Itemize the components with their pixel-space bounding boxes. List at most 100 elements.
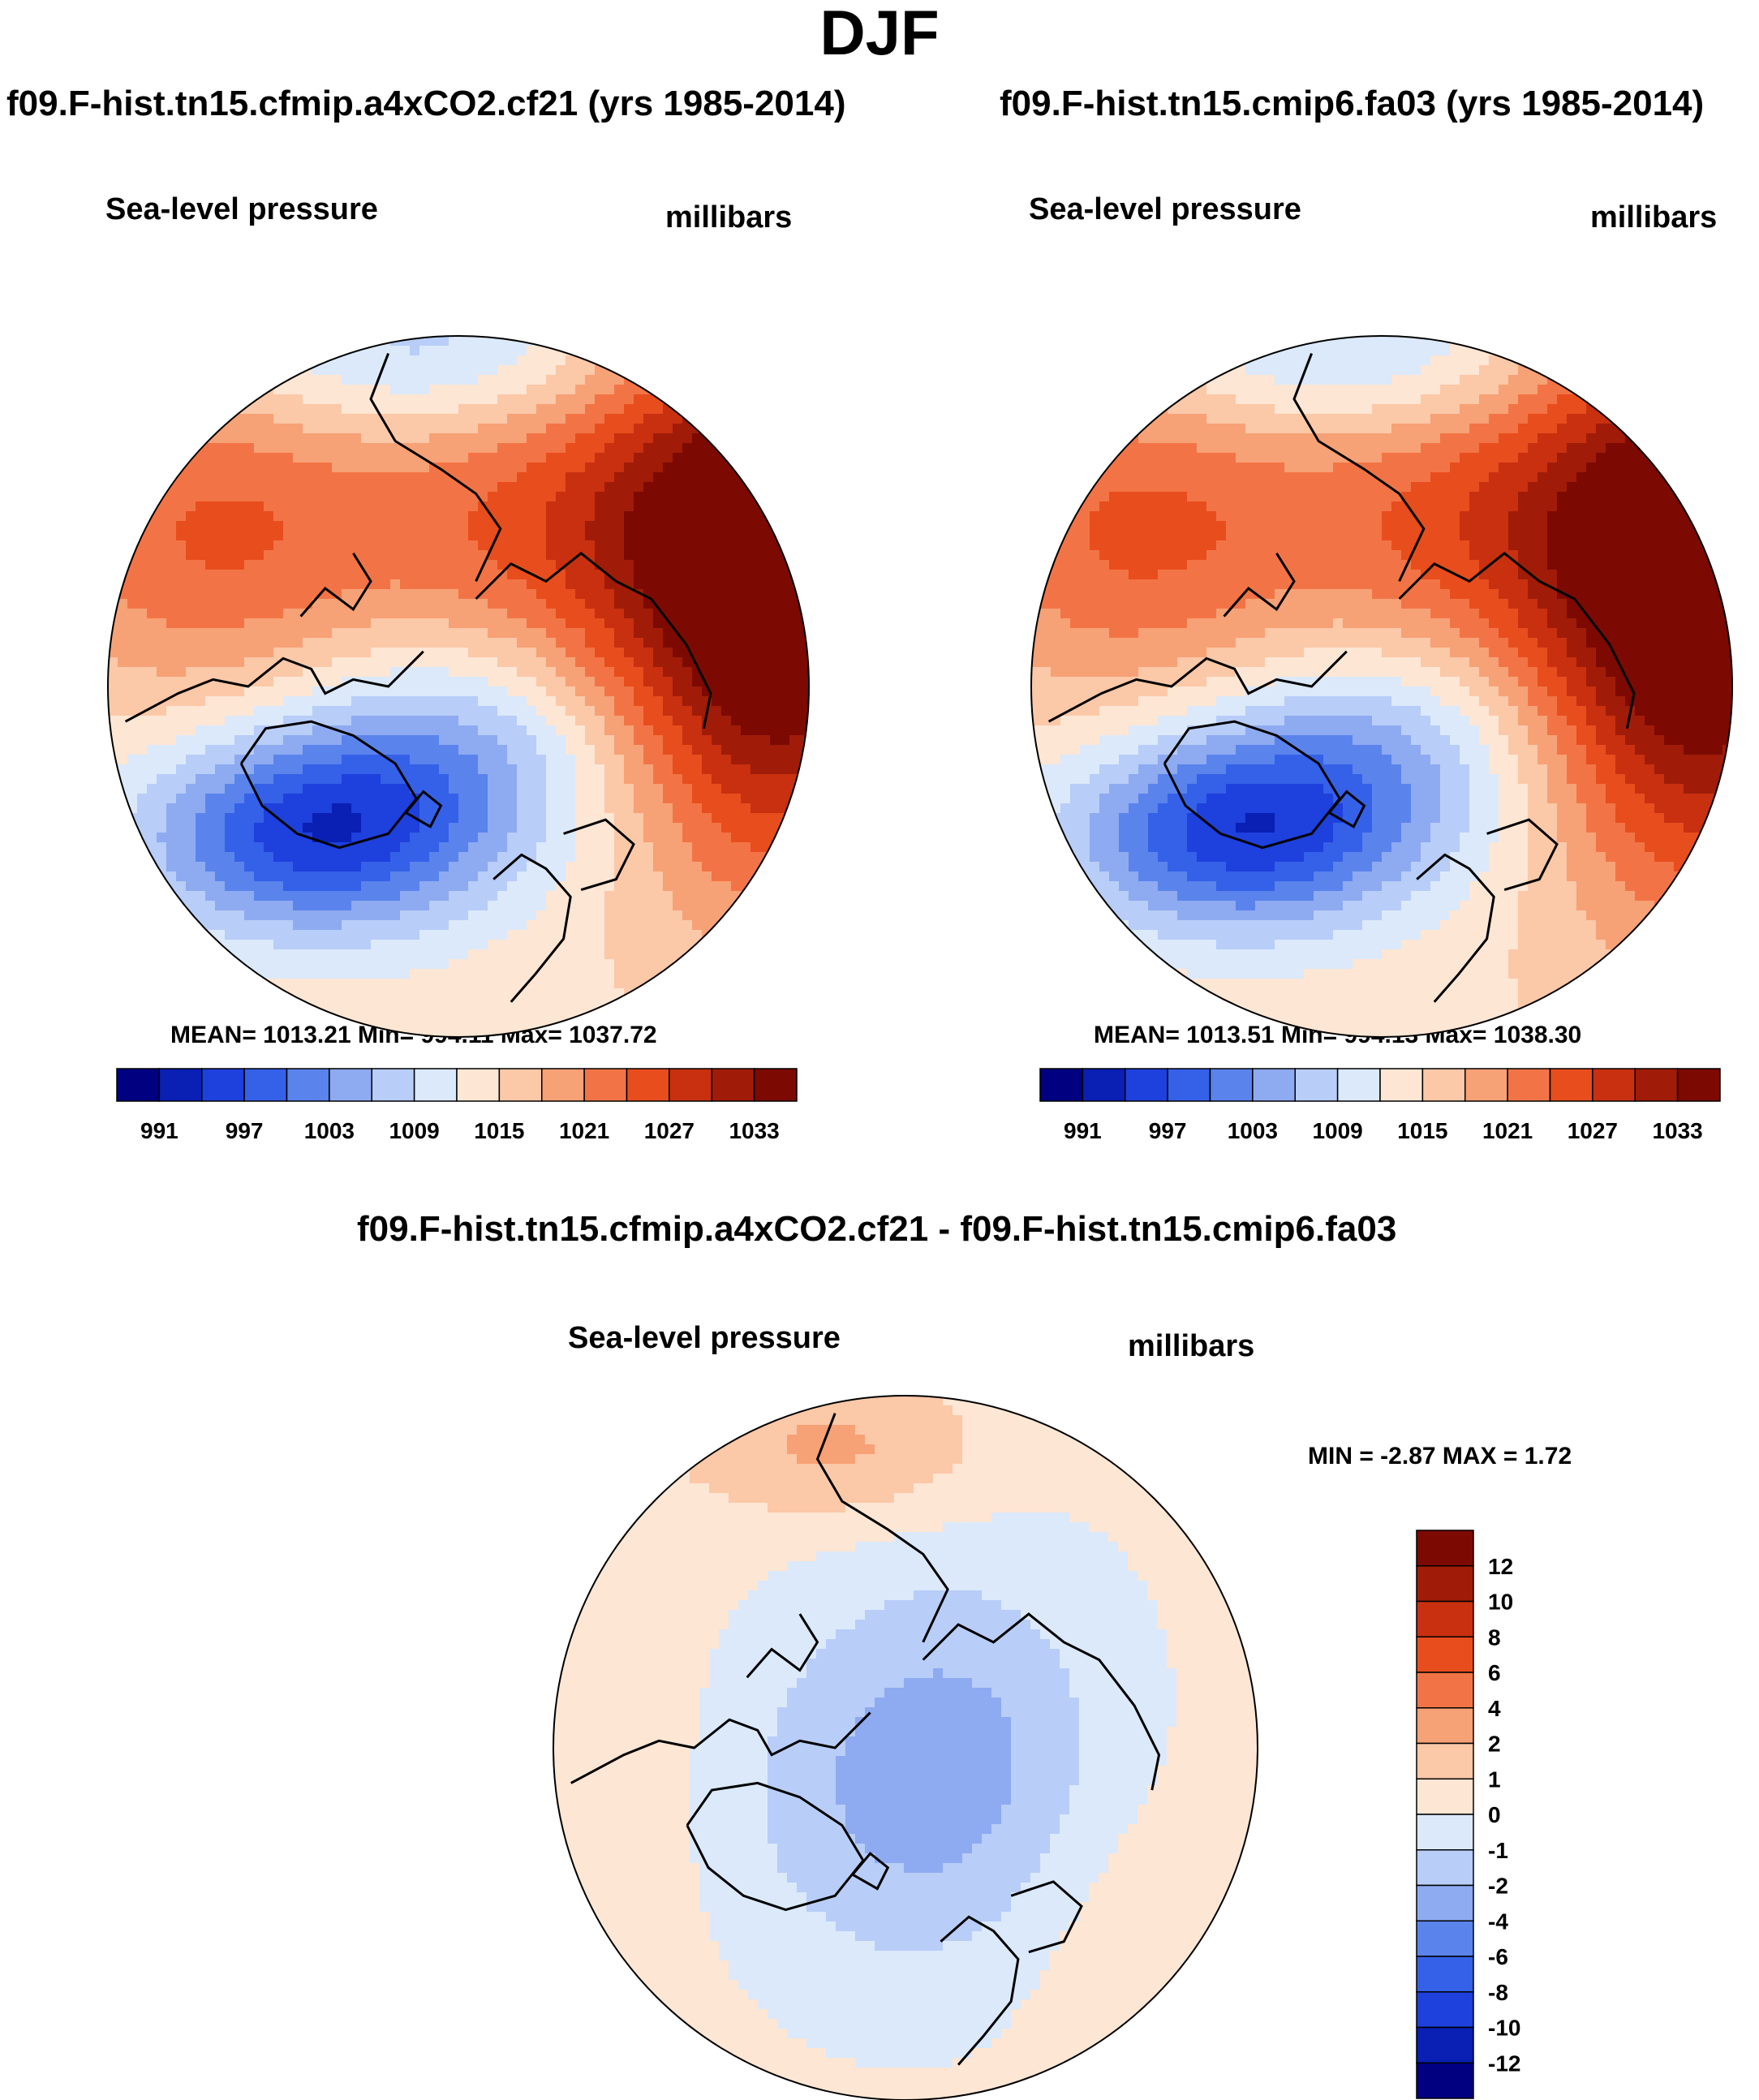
colorbar-box: [1676, 1068, 1721, 1102]
coastline: [1486, 818, 1559, 892]
colorbar-tick-label: -12: [1488, 2051, 1520, 2076]
panel-2-units: millibars: [1590, 200, 1718, 235]
colorbar-tick-label: 997: [226, 1118, 264, 1143]
coastline: [1047, 650, 1348, 723]
colorbar-tick-label: 1003: [1228, 1118, 1278, 1143]
colorbar-tick-label: 1021: [559, 1118, 609, 1143]
colorbar-box: [1379, 1068, 1424, 1102]
coastline: [1398, 551, 1636, 729]
colorbar-box: [1464, 1068, 1508, 1102]
coastline: [563, 818, 635, 892]
colorbar-tick-label: 1009: [389, 1118, 439, 1143]
colorbar-box: [1125, 1068, 1168, 1102]
colorbar-box: [158, 1068, 203, 1102]
panel-3-variable: Sea-level pressure: [568, 1321, 841, 1355]
colorbar-tick-label: 1003: [304, 1118, 355, 1143]
colorbar-tick-label: -4: [1488, 1909, 1508, 1934]
map-panel-1: [107, 335, 810, 1038]
coastline: [475, 551, 712, 729]
panel-3-title: f09.F-hist.tn15.cfmip.a4xCO2.cf21 - f09.…: [357, 1209, 1397, 1249]
colorbar-box: [1416, 2062, 1474, 2099]
coastline: [940, 1915, 1020, 2066]
panel-3-units: millibars: [1128, 1329, 1255, 1363]
colorbar-box: [669, 1068, 712, 1102]
coastline: [570, 1711, 871, 1784]
map-contour-fill: [553, 1396, 1258, 2100]
colorbar-box: [1167, 1068, 1211, 1102]
colorbar-box: [1294, 1068, 1339, 1102]
colorbar-box: [1416, 1600, 1474, 1637]
colorbar-box: [1416, 1530, 1474, 1567]
colorbar-2: 991 997 1003 1009 1015 1021 1027 1033: [1039, 1068, 1721, 1143]
colorbar-box: [243, 1068, 288, 1102]
coastline: [1328, 790, 1366, 828]
colorbar-box: [711, 1068, 755, 1102]
colorbar-tick-label: 8: [1488, 1624, 1501, 1650]
coastline: [299, 553, 372, 618]
colorbar-tick-label: 1027: [644, 1118, 695, 1143]
colorbar-tick-label: 997: [1149, 1118, 1187, 1143]
colorbar-tick-label: 1021: [1482, 1118, 1533, 1143]
map-border: [553, 1395, 1258, 2100]
colorbar-tick-label: -10: [1488, 2016, 1520, 2041]
panel-3-stats: MIN = -2.87 MAX = 1.72: [1308, 1443, 1572, 1470]
colorbar-tick-label: 2: [1488, 1732, 1501, 1757]
colorbar-tick-label: 6: [1488, 1660, 1501, 1685]
panel-1-title: f09.F-hist.tn15.cfmip.a4xCO2.cf21 (yrs 1…: [6, 84, 846, 123]
colorbar-tick-label: 1009: [1312, 1118, 1362, 1143]
coastline: [492, 853, 572, 1003]
coastlines: [1047, 353, 1636, 1003]
figure-title: DJF: [819, 0, 940, 68]
colorbar-box: [1416, 1742, 1474, 1779]
colorbar-tick-label: 4: [1488, 1696, 1501, 1721]
colorbar-box: [1416, 1778, 1474, 1815]
colorbar-box: [1416, 1814, 1474, 1851]
colorbar-box: [456, 1068, 501, 1102]
colorbar-box: [1634, 1068, 1679, 1102]
colorbar-tick-label: 1033: [729, 1118, 779, 1143]
colorbar-box: [583, 1068, 628, 1102]
colorbar-tick-label: 1: [1488, 1766, 1501, 1792]
colorbar-box: [1416, 1672, 1474, 1709]
colorbar-box: [1209, 1068, 1254, 1102]
colorbar-box: [1416, 1636, 1474, 1673]
colorbar-box: [1039, 1068, 1084, 1102]
colorbar-box: [1082, 1068, 1126, 1102]
coastline: [922, 1612, 1161, 1791]
colorbar-box: [541, 1068, 585, 1102]
panel-2-variable: Sea-level pressure: [1029, 192, 1301, 226]
coastline: [369, 353, 502, 583]
colorbar-tick-label: -1: [1488, 1838, 1508, 1863]
colorbar-box: [1336, 1068, 1381, 1102]
colorbar-box: [1252, 1068, 1296, 1102]
colorbar-box: [1507, 1068, 1551, 1102]
colorbar-box: [201, 1068, 245, 1102]
colorbar-box: [1416, 1849, 1474, 1887]
colorbar-tick-label: 1015: [1397, 1118, 1447, 1143]
colorbar-box: [1416, 2026, 1474, 2063]
panel-1-variable: Sea-level pressure: [105, 192, 378, 226]
colorbar-tick-label: 1027: [1568, 1118, 1618, 1143]
panel-2-title: f09.F-hist.tn15.cmip6.fa03 (yrs 1985-201…: [1000, 84, 1705, 123]
colorbar-box: [1416, 1565, 1474, 1603]
map-contour-fill: [108, 336, 809, 1037]
colorbar-box: [1592, 1068, 1636, 1102]
coastline: [1292, 353, 1426, 583]
colorbar-1: 991 997 1003 1009 1015 1021 1027 1033: [116, 1068, 798, 1143]
colorbar-box: [1416, 1991, 1474, 2029]
colorbar-box: [1416, 1884, 1474, 1921]
coastline: [1223, 553, 1296, 618]
colorbar-box: [413, 1068, 458, 1102]
coastline: [851, 1852, 890, 1891]
coastlines: [124, 353, 712, 1003]
colorbar-box: [371, 1068, 415, 1102]
colorbar-tick-label: 991: [1064, 1118, 1102, 1143]
coastline: [746, 1613, 819, 1679]
map-panel-3: [553, 1395, 1258, 2100]
colorbar-tick-label: -2: [1488, 1874, 1508, 1899]
coastline: [405, 790, 443, 828]
colorbar-box: [329, 1068, 372, 1102]
map-border: [1030, 335, 1733, 1038]
